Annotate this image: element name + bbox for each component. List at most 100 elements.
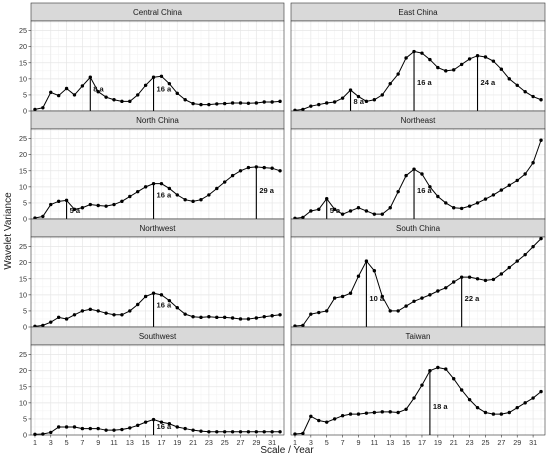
data-point xyxy=(388,81,392,86)
annotation-label: 5 a xyxy=(70,206,81,215)
data-point xyxy=(325,309,329,313)
data-point xyxy=(175,193,179,197)
data-point xyxy=(215,430,219,434)
data-point xyxy=(72,425,77,429)
data-point xyxy=(348,291,353,295)
data-point xyxy=(436,289,440,293)
x-tick-label: 21 xyxy=(450,438,458,447)
data-point xyxy=(459,62,464,67)
y-tick-label: 5 xyxy=(23,198,27,207)
facet-central-china: Central China 0 5 10 15 20 25 8 a 16 a xyxy=(19,2,285,116)
data-point xyxy=(238,169,243,173)
data-point xyxy=(104,311,108,315)
data-point xyxy=(499,412,504,416)
y-tick-label: 5 xyxy=(23,306,27,315)
data-point xyxy=(348,209,353,213)
x-tick-label: 31 xyxy=(529,438,537,447)
data-point xyxy=(191,315,195,319)
data-point xyxy=(136,189,140,194)
data-point xyxy=(364,99,369,104)
facet-strip-label: South China xyxy=(396,224,441,233)
x-tick-label: 13 xyxy=(386,438,394,447)
data-point xyxy=(223,315,227,320)
data-point xyxy=(515,259,519,263)
data-point xyxy=(223,430,227,434)
data-point xyxy=(412,299,416,303)
data-point xyxy=(531,396,535,400)
annotation-label: 24 a xyxy=(481,78,496,87)
data-point xyxy=(207,193,211,197)
data-point xyxy=(207,102,211,107)
y-tick-label: 10 xyxy=(19,398,27,407)
data-point xyxy=(41,432,45,436)
data-point xyxy=(104,95,108,99)
y-tick-label: 0 xyxy=(23,323,27,332)
data-point xyxy=(531,161,535,165)
data-point xyxy=(49,90,53,95)
data-point xyxy=(56,315,61,320)
data-point xyxy=(317,418,321,423)
data-point xyxy=(199,315,203,320)
x-tick-label: 1 xyxy=(33,438,37,447)
data-point xyxy=(467,204,472,208)
y-tick-label: 20 xyxy=(19,150,27,159)
data-point xyxy=(332,417,337,421)
data-point xyxy=(254,101,259,105)
data-point xyxy=(364,209,369,213)
data-point xyxy=(420,296,424,300)
panel-background xyxy=(31,345,284,435)
data-point xyxy=(507,77,511,81)
data-point xyxy=(230,101,235,105)
y-tick-label: 15 xyxy=(19,382,27,391)
facet-strip-label: Northwest xyxy=(139,224,176,233)
data-point xyxy=(396,189,400,194)
data-point xyxy=(436,194,440,199)
data-point xyxy=(223,101,227,106)
data-point xyxy=(356,206,361,210)
data-point xyxy=(262,315,266,319)
data-point xyxy=(332,100,337,104)
annotation-label: 8 a xyxy=(93,84,104,93)
annotation-label: 18 a xyxy=(433,402,448,411)
data-point xyxy=(309,104,313,108)
annotation-label: 16 a xyxy=(157,191,172,200)
data-point xyxy=(475,201,480,205)
data-point xyxy=(112,202,116,207)
data-point xyxy=(396,309,400,313)
x-tick-label: 5 xyxy=(325,438,329,447)
data-point xyxy=(459,206,464,211)
panel-background xyxy=(291,129,545,219)
data-point xyxy=(531,94,535,99)
data-point xyxy=(262,165,266,170)
data-point xyxy=(325,101,329,105)
x-tick-label: 29 xyxy=(252,438,260,447)
data-point xyxy=(428,57,432,62)
data-point xyxy=(507,183,511,187)
y-tick-label: 25 xyxy=(19,26,27,35)
data-point xyxy=(183,426,187,431)
data-point xyxy=(96,309,100,313)
data-point xyxy=(33,432,37,437)
facet-south-china: South China 10 a 22 a xyxy=(290,218,546,328)
data-point xyxy=(270,430,274,434)
x-tick-label: 27 xyxy=(497,438,505,447)
data-point xyxy=(404,407,408,411)
y-tick-label: 0 xyxy=(23,107,27,116)
data-point xyxy=(72,313,77,317)
y-tick-label: 25 xyxy=(19,134,27,143)
data-point xyxy=(175,306,179,310)
data-point xyxy=(356,412,361,416)
data-point xyxy=(436,365,440,370)
y-tick-label: 10 xyxy=(19,290,27,299)
x-tick-label: 9 xyxy=(96,438,100,447)
data-point xyxy=(112,98,116,102)
data-point xyxy=(475,405,480,410)
annotation-label: 16 a xyxy=(157,300,172,309)
data-point xyxy=(254,316,259,320)
data-point xyxy=(159,293,164,297)
data-point xyxy=(96,426,100,431)
x-tick-label: 1 xyxy=(293,438,297,447)
data-point xyxy=(88,202,92,207)
data-point xyxy=(112,428,116,432)
data-point xyxy=(167,298,172,303)
